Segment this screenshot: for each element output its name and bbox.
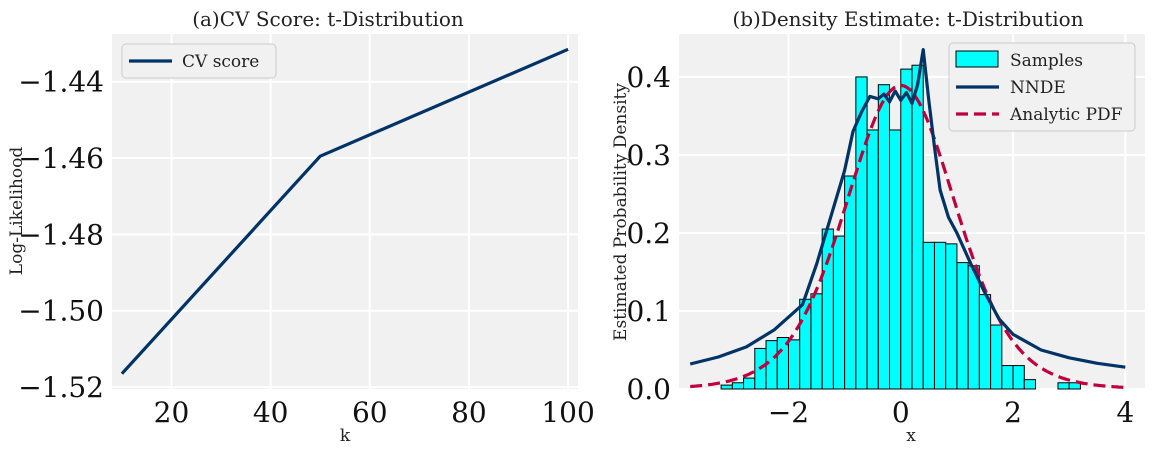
ylabel-b: Estimated Probability Density bbox=[611, 83, 631, 341]
xlabel-b: x bbox=[906, 426, 916, 446]
histogram-bar-16 bbox=[900, 68, 913, 390]
histogram-bar-13 bbox=[866, 129, 879, 390]
ytick-b-4: 0.4 bbox=[626, 61, 671, 94]
histogram-bars bbox=[720, 64, 1081, 390]
grid-a bbox=[112, 34, 578, 389]
histogram-bar-9 bbox=[821, 228, 834, 390]
ticks-a: 20 40 60 80 100 −1.52 −1.50 −1.48 −1.46 −1.44 bbox=[18, 66, 595, 429]
cv-score-line bbox=[120, 47, 569, 375]
histogram-bar-31 bbox=[1068, 382, 1081, 390]
legend-b-nnde-label: NNDE bbox=[1010, 78, 1066, 98]
histogram-bar-21 bbox=[956, 262, 969, 390]
ytick-a-0: −1.52 bbox=[18, 371, 104, 404]
histogram-bar-1 bbox=[731, 382, 745, 390]
histogram-bar-22 bbox=[967, 265, 980, 390]
legend-b-pdf-label: Analytic PDF bbox=[1009, 105, 1123, 125]
ytick-a-4: −1.44 bbox=[18, 66, 104, 99]
histogram-bar-6 bbox=[787, 339, 801, 390]
ylabel-a: Log-Likelihood bbox=[7, 147, 27, 276]
histogram-bar-15 bbox=[889, 129, 902, 390]
histogram-bar-20 bbox=[945, 243, 958, 390]
title-a: (a)CV Score: t-Distribution bbox=[192, 7, 464, 31]
histogram-bar-19 bbox=[933, 241, 947, 390]
legend-a: CV score bbox=[121, 43, 277, 79]
ticks-b: −2 0 2 4 0.0 0.1 0.2 0.3 0.4 bbox=[626, 61, 1134, 429]
plot-area-a bbox=[112, 34, 578, 389]
ytick-a-3: −1.46 bbox=[18, 142, 104, 175]
histogram-bar-27 bbox=[1023, 379, 1037, 390]
ytick-a-1: −1.50 bbox=[18, 295, 104, 328]
ytick-b-2: 0.2 bbox=[626, 217, 671, 250]
legend-b: Samples NNDE Analytic PDF bbox=[948, 42, 1136, 132]
xtick-a-1: 40 bbox=[253, 396, 289, 429]
xtick-a-3: 80 bbox=[451, 396, 487, 429]
xtick-a-4: 100 bbox=[541, 396, 594, 429]
histogram-bar-10 bbox=[832, 235, 846, 390]
title-b: (b)Density Estimate: t-Distribution bbox=[732, 7, 1083, 31]
xlabel-a: k bbox=[340, 426, 351, 446]
histogram-bar-30 bbox=[1057, 382, 1070, 390]
legend-a-label: CV score bbox=[182, 52, 259, 72]
xtick-b-3: 4 bbox=[1116, 396, 1134, 429]
histogram-bar-0 bbox=[720, 384, 733, 390]
histogram-bar-24 bbox=[990, 324, 1003, 390]
histogram-bar-2 bbox=[743, 377, 756, 390]
panel-a: 20 40 60 80 100 −1.52 −1.50 −1.48 −1.46 −1.44 (a)… bbox=[7, 7, 595, 446]
ytick-a-2: −1.48 bbox=[18, 218, 104, 251]
nnde-line bbox=[689, 48, 1126, 369]
ytick-b-0: 0.0 bbox=[626, 373, 671, 406]
analytic-pdf-line bbox=[690, 83, 1126, 389]
histogram-bar-23 bbox=[978, 294, 992, 390]
histogram-bar-8 bbox=[810, 293, 823, 390]
histogram-bar-14 bbox=[877, 84, 891, 390]
xtick-a-2: 60 bbox=[352, 396, 388, 429]
histogram-bar-26 bbox=[1012, 365, 1025, 390]
xtick-b-1: 0 bbox=[892, 396, 910, 429]
legend-b-samples-label: Samples bbox=[1010, 51, 1083, 71]
xtick-b-0: −2 bbox=[768, 396, 809, 429]
histogram-bar-18 bbox=[922, 241, 935, 390]
panel-b: −2 0 2 4 0.0 0.1 0.2 0.3 0.4 (b)Density Estimate… bbox=[611, 7, 1145, 446]
histogram-bar-17 bbox=[911, 64, 924, 390]
legend-b-samples-swatch bbox=[955, 50, 999, 68]
xtick-b-2: 2 bbox=[1004, 396, 1022, 429]
legend-a-frame bbox=[121, 43, 277, 79]
xtick-a-0: 20 bbox=[154, 396, 190, 429]
ytick-b-1: 0.1 bbox=[626, 295, 671, 328]
histogram-bar-25 bbox=[1001, 365, 1014, 390]
ytick-b-3: 0.3 bbox=[626, 139, 671, 172]
